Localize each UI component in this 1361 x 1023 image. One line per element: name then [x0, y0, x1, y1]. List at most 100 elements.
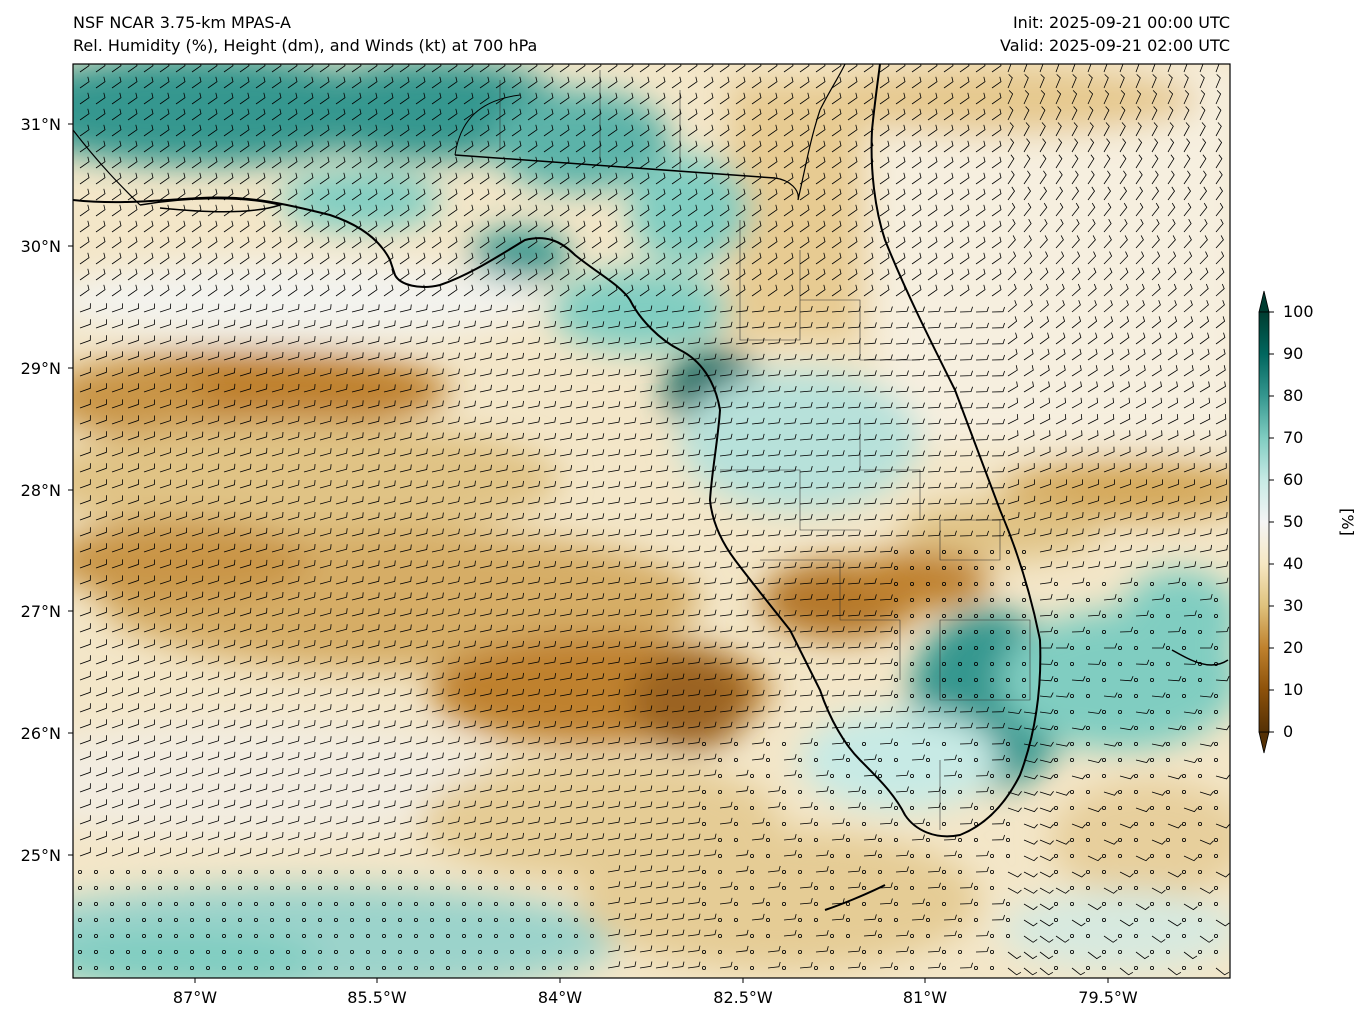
wind-barb — [303, 576, 316, 585]
wind-barb — [1023, 154, 1031, 169]
wind-barb — [1151, 170, 1159, 185]
wind-barb — [719, 817, 733, 825]
wind-barb — [863, 722, 877, 729]
wind-barb — [303, 544, 316, 553]
calm-wind-marker — [1182, 822, 1187, 827]
wind-barb — [1215, 544, 1228, 553]
wind-barb — [959, 418, 973, 425]
calm-wind-marker — [1118, 710, 1123, 715]
wind-barb — [671, 785, 685, 793]
wind-barb — [335, 304, 348, 313]
wind-barb — [735, 305, 749, 313]
wind-barb — [143, 639, 155, 649]
wind-barb — [1215, 138, 1223, 153]
calm-wind-marker — [285, 966, 290, 971]
wind-barb — [975, 156, 986, 169]
calm-wind-marker — [1150, 774, 1155, 779]
wind-barb — [703, 92, 714, 105]
wind-barb — [111, 399, 123, 409]
wind-barb — [1055, 544, 1068, 553]
wind-barb — [239, 783, 252, 793]
wind-barb — [159, 543, 172, 553]
wind-barb — [799, 353, 813, 361]
wind-barb — [527, 252, 538, 265]
wind-barb — [671, 689, 685, 697]
wind-barb — [1007, 122, 1014, 137]
wind-barb — [495, 592, 508, 601]
wind-barb — [239, 156, 250, 169]
wind-barb — [799, 124, 810, 137]
calm-wind-marker — [894, 646, 899, 651]
wind-barb — [847, 610, 861, 617]
wind-barb — [751, 76, 762, 89]
wind-barb — [511, 800, 524, 809]
calm-wind-marker — [1150, 950, 1155, 955]
wind-barb — [175, 76, 186, 89]
wind-barb — [687, 449, 701, 457]
wind-barb — [175, 108, 186, 121]
calm-wind-marker — [285, 870, 290, 875]
wind-barb — [991, 722, 1005, 729]
wind-barb — [687, 497, 701, 505]
wind-barb — [799, 529, 813, 537]
wind-barb — [751, 705, 765, 713]
wind-barb — [879, 562, 893, 569]
wind-barb — [399, 400, 412, 409]
wind-barb — [1135, 903, 1150, 911]
wind-barb — [319, 624, 332, 633]
calm-wind-marker — [990, 790, 995, 795]
calm-wind-marker — [429, 966, 434, 971]
calm-wind-marker — [110, 870, 115, 875]
calm-wind-marker — [317, 966, 322, 971]
wind-barb — [591, 465, 605, 473]
wind-barb — [975, 284, 986, 297]
wind-barb — [1199, 593, 1213, 601]
wind-barb — [975, 370, 989, 377]
wind-barb — [655, 92, 666, 105]
wind-barb — [1039, 138, 1047, 153]
wind-barb — [463, 188, 474, 201]
calm-wind-marker — [381, 918, 386, 923]
calm-wind-marker — [301, 918, 306, 923]
wind-barb — [223, 847, 236, 857]
wind-barb — [335, 496, 348, 505]
wind-barb — [703, 305, 717, 313]
wind-barb — [159, 124, 170, 137]
colorbar-tick: 0 — [1283, 722, 1293, 741]
wind-barb — [143, 284, 154, 297]
wind-barb — [799, 705, 813, 713]
wind-barb — [1199, 397, 1211, 409]
wind-barb — [367, 576, 380, 585]
wind-barb — [527, 640, 541, 649]
calm-wind-marker — [766, 774, 771, 779]
wind-barb — [415, 432, 428, 441]
wind-barb — [607, 284, 618, 297]
wind-barb — [239, 92, 250, 105]
calm-wind-marker — [830, 966, 835, 971]
wind-barb — [1023, 463, 1035, 473]
wind-barb — [223, 479, 236, 489]
wind-barb — [527, 124, 538, 137]
wind-barb — [911, 914, 925, 921]
wind-barb — [1183, 479, 1195, 489]
wind-barb — [159, 447, 172, 457]
wind-barb — [687, 865, 701, 873]
wind-barb — [863, 92, 874, 105]
wind-barb — [271, 319, 284, 329]
wind-barb — [767, 545, 781, 553]
wind-barb — [1135, 659, 1150, 665]
wind-barb — [1183, 397, 1195, 409]
wind-barb — [463, 832, 476, 841]
wind-barb — [79, 268, 90, 281]
wind-barb — [959, 722, 973, 729]
wind-barb — [975, 76, 986, 89]
wind-barb — [863, 172, 874, 185]
wind-barb — [511, 464, 524, 473]
wind-barb — [1023, 528, 1036, 537]
wind-barb — [223, 303, 236, 313]
wind-barb — [623, 92, 634, 105]
wind-barb — [655, 172, 666, 185]
wind-barbs — [78, 64, 1230, 976]
wind-barb — [655, 481, 669, 489]
wind-barb — [1119, 561, 1133, 569]
